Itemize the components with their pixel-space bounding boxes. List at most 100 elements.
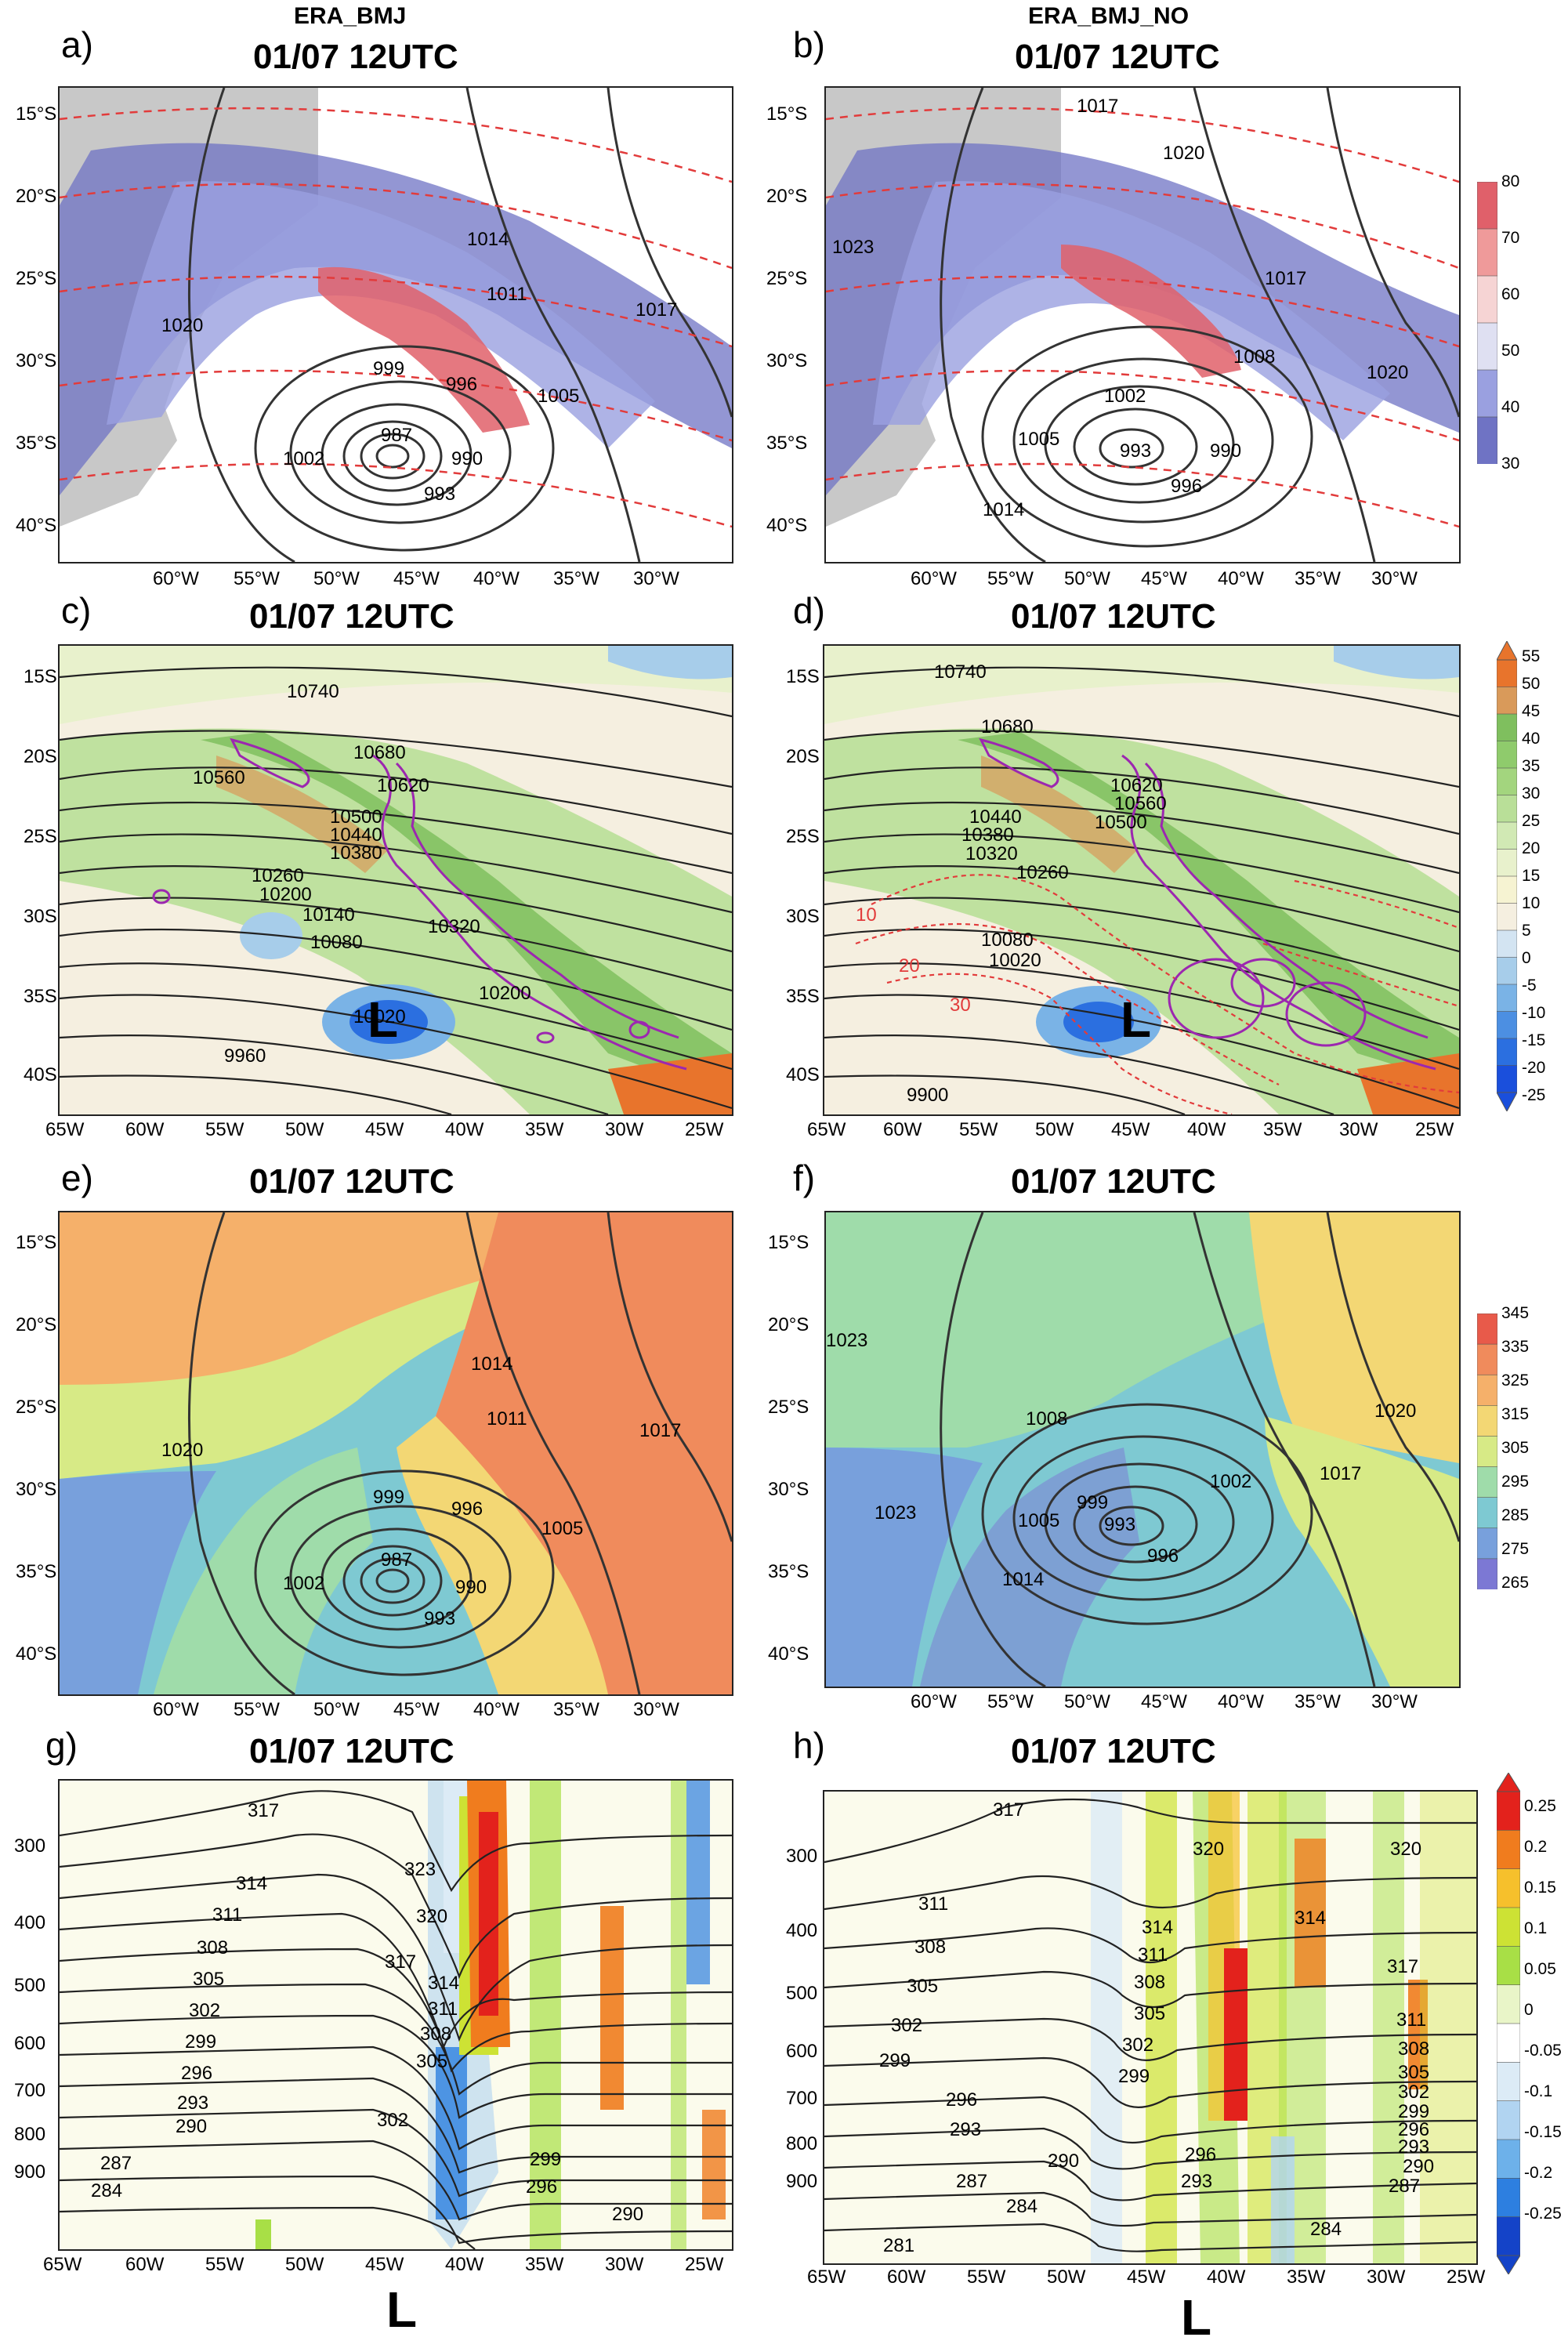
panel-c-map: 10740 10680 10620 10560 10500 10440 1038…: [58, 644, 733, 1116]
contour-label: 293: [177, 2093, 209, 2114]
contour-label: 302: [189, 2000, 221, 2021]
lon-tick: 40°W: [473, 568, 520, 589]
contour-label: 317: [385, 1951, 417, 1973]
colorbar-ef-tick: 295: [1501, 1473, 1530, 1491]
colorbar-cd-tick: 25: [1522, 812, 1541, 830]
lat-tick: 40°S: [16, 515, 57, 536]
contour-label: 10440: [330, 824, 382, 846]
lat-tick: 35°S: [16, 1561, 57, 1582]
level-tick: 600: [14, 2033, 46, 2054]
colorbar-swatch: [1477, 275, 1497, 324]
contour-label: 10020: [989, 950, 1041, 971]
contour-label: 320: [1390, 1839, 1422, 1860]
colorbar-ab-tick: 40: [1501, 398, 1520, 416]
lon-tick: 35W: [1263, 1119, 1302, 1140]
lat-tick: 25°S: [16, 268, 57, 289]
colorbar-swatch: [1477, 1466, 1497, 1498]
panel-d-map: 10740 10680 10620 10560 10500 10440 1038…: [823, 644, 1461, 1116]
contour-label: 296: [946, 2089, 978, 2111]
panel-e-map: 1020 1014 1011 1017 999 996 1005 987 990…: [58, 1211, 733, 1696]
contour-label: 311: [918, 1893, 949, 1915]
lon-tick: 50W: [1047, 2266, 1086, 2288]
contour-label: 293: [1398, 2136, 1430, 2158]
contour-label: 299: [530, 2149, 562, 2170]
colorbar-cd-tick: -10: [1522, 1004, 1546, 1022]
contour-label: 308: [1134, 1972, 1166, 1993]
contour-label: 284: [91, 2180, 123, 2201]
colorbar-ef-tick: 305: [1501, 1439, 1530, 1457]
lon-tick: 55W: [205, 1119, 244, 1140]
contour-label: 10200: [479, 983, 531, 1004]
lat-tick: 25S: [24, 826, 57, 847]
colorbar-swatch: [1477, 322, 1497, 371]
lat-tick: 15°S: [768, 1232, 809, 1253]
colorbar-swatch: [1477, 1558, 1497, 1589]
panel-a-title: 01/07 12UTC: [253, 38, 458, 76]
lat-tick: 20°S: [766, 186, 808, 207]
contour-label: 284: [1310, 2219, 1342, 2240]
colorbar-swatch: [1497, 741, 1517, 769]
contour-label: 287: [956, 2171, 988, 2192]
level-tick: 500: [14, 1975, 46, 1996]
lon-tick: 45W: [365, 2254, 404, 2275]
contour-label: 10320: [428, 916, 480, 937]
contour-label: 10500: [330, 806, 382, 828]
lon-tick: 50°W: [313, 568, 360, 589]
colorbar-cd-tick: -20: [1522, 1059, 1546, 1077]
lon-tick: 35W: [525, 2254, 564, 2275]
lon-tick: 50°W: [1064, 1691, 1110, 1712]
panel-c-label: c): [61, 590, 92, 631]
colorbar-ef-tick: 315: [1501, 1405, 1530, 1423]
contour-label: 10200: [259, 884, 312, 905]
colorbar-swatch: [1497, 1038, 1517, 1067]
colorbar-ab-tick: 70: [1501, 229, 1520, 247]
contour-label: 990: [455, 1577, 487, 1598]
contour-label: 290: [1403, 2156, 1435, 2177]
lon-tick: 25W: [685, 1119, 724, 1140]
panel-f-label: f): [793, 1158, 816, 1198]
low-marker: L: [368, 991, 399, 1048]
panel-g-map: 317 323 314 311 308 305 302 299 296 293 …: [58, 1779, 733, 2251]
contour-label: 1002: [1210, 1471, 1252, 1492]
colorbar-gh-tick: -0.2: [1524, 2164, 1553, 2182]
colorbar-ef-tick: 345: [1501, 1304, 1530, 1322]
contour-label: 996: [1147, 1545, 1179, 1567]
contour-label: 10740: [287, 681, 339, 702]
contour-label: 296: [1185, 2144, 1217, 2165]
low-marker: L: [1181, 2289, 1212, 2346]
lon-tick: 60°W: [911, 568, 957, 589]
panel-b-header: ERA_BMJ_NO: [1028, 3, 1190, 29]
colorbar-gh-tick: 0.15: [1524, 1879, 1556, 1897]
lat-tick: 25°S: [16, 1397, 57, 1418]
colorbar-gh-tick: -0.05: [1524, 2042, 1562, 2060]
colorbar-cd-tick: 15: [1522, 867, 1541, 885]
contour-label: 10680: [981, 716, 1034, 737]
panel-b-field: [826, 88, 1459, 562]
contour-label: 296: [1398, 2119, 1430, 2140]
lon-tick: 35°W: [1295, 568, 1341, 589]
colorbar-gh-tick: 0: [1524, 2001, 1534, 2019]
contour-label: 1005: [538, 386, 580, 407]
panel-b-map: 1017 1020 1023 1017 1008 1002 1020 993 9…: [824, 86, 1461, 563]
lon-tick: 25W: [1447, 2266, 1486, 2288]
panel-a-map: 1020 1014 1011 1017 999 996 1005 987 990…: [58, 86, 733, 563]
colorbar-gh-tick: -0.1: [1524, 2082, 1553, 2100]
colorbar-cd-tick: 55: [1522, 647, 1541, 665]
colorbar-swatch: [1497, 795, 1517, 823]
colorbar-cd-tick: -5: [1522, 977, 1537, 995]
lat-tick: 20S: [786, 746, 820, 767]
contour-label: 320: [416, 1906, 448, 1927]
contour-label: 10: [856, 904, 877, 926]
lon-tick: 45W: [1127, 2266, 1166, 2288]
colorbar-swatch: [1477, 1436, 1497, 1468]
level-tick: 400: [14, 1912, 46, 1933]
lat-tick: 40S: [786, 1064, 820, 1085]
contour-label: 1011: [487, 1408, 527, 1429]
lat-tick: 20°S: [16, 1314, 57, 1335]
low-marker: L: [386, 2281, 418, 2338]
contour-label: 287: [1389, 2176, 1421, 2197]
lon-tick: 60W: [887, 2266, 926, 2288]
colorbar-swatch: [1497, 687, 1517, 715]
contour-label: 305: [1398, 2062, 1430, 2083]
panel-f-map: 1023 1020 1017 1008 1002 999 993 996 100…: [824, 1211, 1461, 1688]
